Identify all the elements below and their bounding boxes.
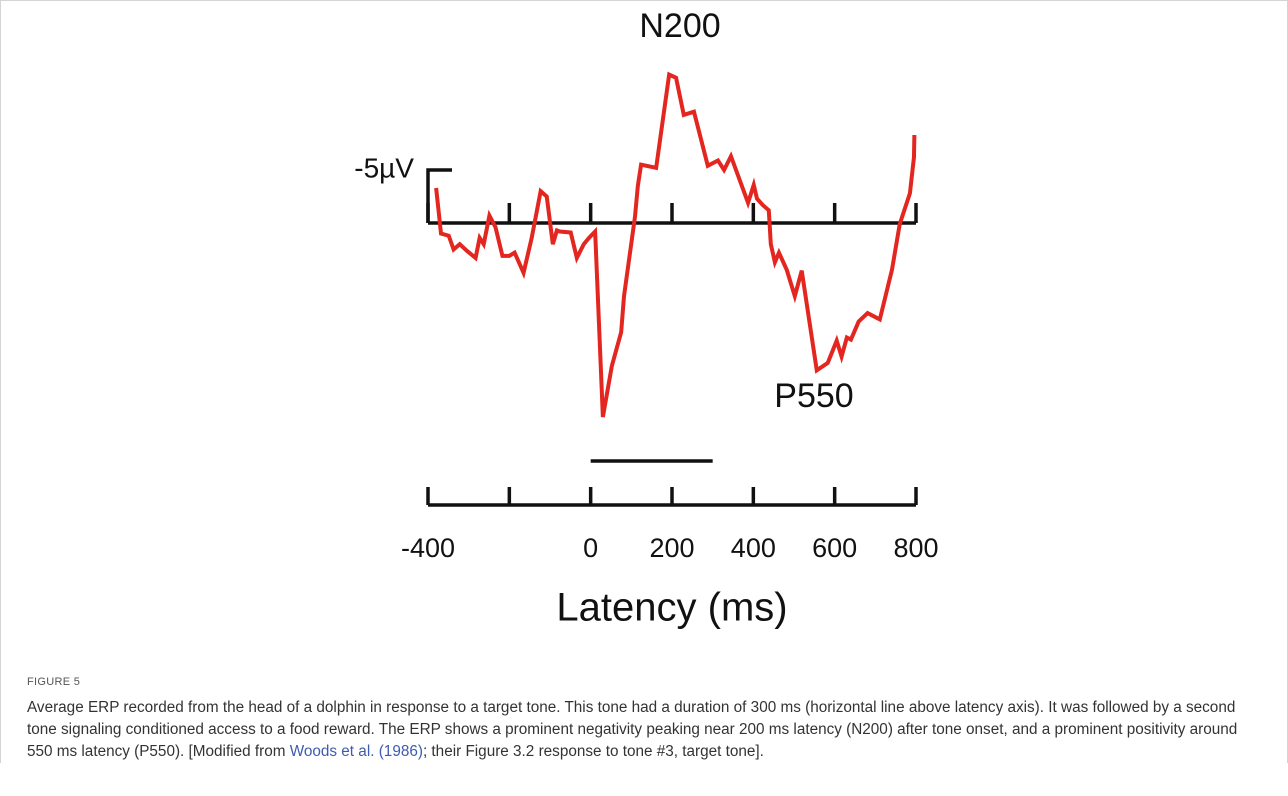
annotation: N200 bbox=[639, 7, 720, 45]
caption: Average ERP recorded from the head of a … bbox=[27, 697, 1267, 763]
x-axis-title: Latency (ms) bbox=[556, 586, 787, 630]
x-tick-label: 800 bbox=[893, 533, 938, 563]
erp-line bbox=[434, 71, 917, 418]
caption-text: ; their Figure 3.2 response to tone #3, … bbox=[422, 743, 764, 760]
caption-text: Average ERP recorded from the head of a … bbox=[27, 699, 1238, 760]
scale-bar bbox=[426, 168, 452, 223]
x-tick-label: 200 bbox=[649, 533, 694, 563]
reference-link[interactable]: Woods et al. (1986) bbox=[289, 743, 423, 760]
x-tick-label: 0 bbox=[583, 533, 598, 563]
caption-label: FIGURE 5 bbox=[27, 676, 81, 688]
annotation: P550 bbox=[774, 377, 853, 415]
x-tick-label: 600 bbox=[812, 533, 857, 563]
y-tick-label: -5µV bbox=[354, 152, 414, 183]
x-tick-label: 400 bbox=[731, 533, 776, 563]
x-tick-label: -400 bbox=[401, 533, 455, 563]
chart: N200 P550 Latency (ms) -400 0 200 400 600 800… bbox=[354, 7, 938, 630]
